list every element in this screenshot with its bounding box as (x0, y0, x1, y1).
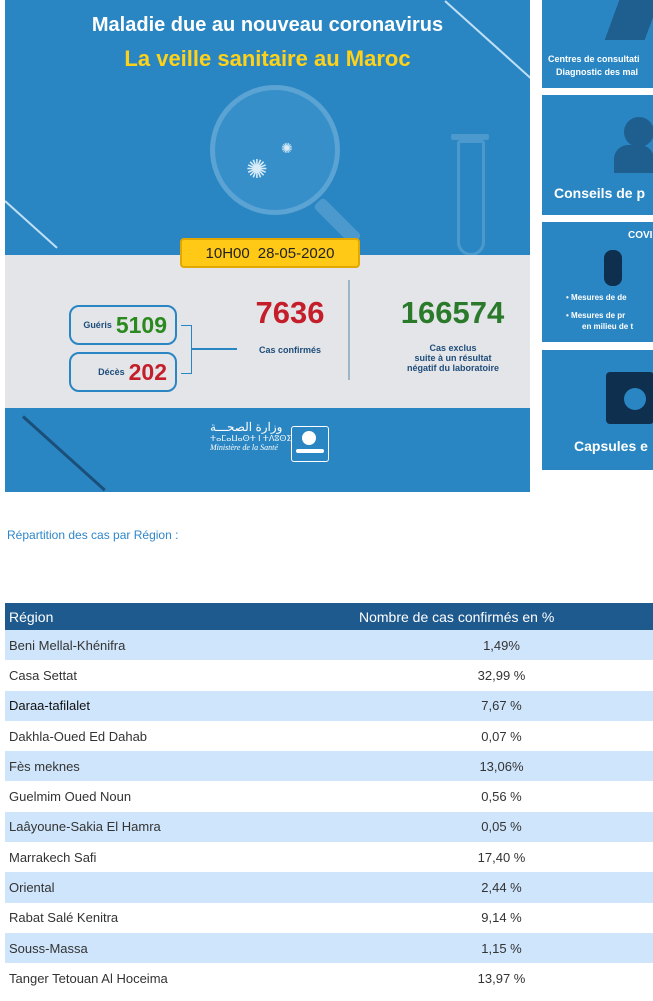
virus-small-icon: ✺ (281, 140, 293, 156)
percent-cell: 1,49% (354, 630, 653, 661)
recovered-label: Guéris (83, 320, 112, 330)
card-covid-measures[interactable]: COVI • Mesures de de • Mesures de pr en … (542, 222, 653, 342)
region-cell: Beni Mellal-Khénifra (5, 630, 354, 661)
card-consultation-centres[interactable]: Centres de consultati Diagnostic des mal (542, 0, 653, 88)
magnifier-icon (210, 85, 340, 215)
deaths-value: 202 (128, 358, 167, 385)
table-row: Tanger Tetouan Al Hoceima 13,97 % (5, 963, 653, 994)
deaths-label: Décès (98, 367, 125, 377)
logo-wave (296, 449, 324, 453)
card-line: Conseils de p (554, 185, 646, 201)
table-row: Oriental 2,44 % (5, 872, 653, 903)
ministry-french: Ministère de la Santé (210, 443, 278, 452)
region-cell: Souss-Massa (5, 932, 354, 964)
section-heading: Répartition des cas par Région : (7, 528, 179, 542)
connector-line (191, 348, 237, 350)
confirmed-value: 7636 (255, 295, 325, 330)
table-header-row: Région Nombre de cas confirmés en % (5, 603, 653, 630)
worker-icon (604, 250, 622, 286)
person-body-icon (614, 145, 653, 173)
report-time: 10H00 (205, 244, 250, 262)
percent-cell: 7,67 % (354, 690, 653, 721)
table-row: Daraa-tafilalet 7,67 % (5, 690, 653, 721)
percent-cell: 9,14 % (354, 902, 653, 933)
region-cell: Casa Settat (5, 660, 354, 691)
region-cell: Tanger Tetouan Al Hoceima (5, 963, 354, 994)
banner-subtitle: La veille sanitaire au Maroc (124, 46, 411, 71)
ministry-logo (291, 426, 329, 462)
card-line: • Mesures de de (566, 293, 627, 302)
banner-title: Maladie due au nouveau coronavirus (91, 14, 444, 36)
percent-cell: 2,44 % (354, 872, 653, 903)
column-header-region: Région (5, 603, 354, 630)
region-cell: Fès meknes (5, 751, 354, 782)
covid-infographic-banner: Maladie due au nouveau coronavirus La ve… (5, 0, 530, 492)
bracket-connector (181, 325, 192, 374)
card-line: Diagnostic des mal (556, 67, 639, 77)
region-cell: Daraa-tafilalet (5, 690, 354, 721)
ministry-arabic: وزارة الصحـــة (210, 420, 283, 434)
recovered-box: Guéris 5109 (69, 305, 177, 345)
excluded-label: Cas exclus suite à un résultat négatif d… (353, 343, 530, 373)
ministry-tifinagh: ⵜⴰⵎⴰⵡⴰⵙⵜ ⵏ ⵜⴷⵓⵙⵉ (210, 434, 292, 443)
percent-cell: 0,05 % (354, 811, 653, 843)
card-conseils[interactable]: Conseils de p (542, 95, 653, 215)
table-row: Rabat Salé Kenitra 9,14 % (5, 902, 653, 933)
table-row: Souss-Massa 1,15 % (5, 932, 653, 964)
region-cell: Guelmim Oued Noun (5, 781, 354, 812)
virus-icon: ✺ (246, 154, 268, 184)
recovered-value: 5109 (115, 311, 167, 338)
excluded-label-line: Cas exclus (429, 343, 477, 353)
percent-cell: 17,40 % (354, 842, 653, 873)
card-line: Capsules e (574, 438, 648, 454)
table-row: Casa Settat 32,99 % (5, 660, 653, 691)
card-line: • Mesures de pr (566, 311, 626, 320)
date-badge: 10H00 28-05-2020 (180, 238, 360, 268)
table-row: Dakhla-Oued Ed Dahab 0,07 % (5, 720, 653, 752)
card-title: COVI (628, 230, 653, 241)
excluded-label-line: négatif du laboratoire (406, 363, 499, 373)
play-icon (624, 388, 646, 410)
decor-line (5, 200, 58, 249)
percent-cell: 32,99 % (354, 660, 653, 691)
region-cell: Oriental (5, 872, 354, 903)
table-row: Fès meknes 13,06% (5, 751, 653, 782)
table-row: Beni Mellal-Khénifra 1,49% (5, 630, 653, 661)
card-line: en milieu de t (582, 322, 634, 331)
table-row: Laâyoune-Sakia El Hamra 0,05 % (5, 811, 653, 843)
percent-cell: 1,15 % (354, 932, 653, 964)
region-cell: Marrakech Safi (5, 842, 354, 873)
ministry-text: وزارة الصحـــة ⵜⴰⵎⴰⵡⴰⵙⵜ ⵏ ⵜⴷⵓⵙⵉ Ministèr… (210, 420, 340, 452)
table-row: Marrakech Safi 17,40 % (5, 842, 653, 873)
region-cell: Rabat Salé Kenitra (5, 902, 354, 933)
percent-cell: 13,97 % (354, 963, 653, 994)
map-icon (604, 0, 653, 40)
card-capsules[interactable]: Capsules e (542, 350, 653, 470)
percent-cell: 0,07 % (354, 720, 653, 752)
decor-line (21, 415, 106, 492)
regions-table: Région Nombre de cas confirmés en % Beni… (5, 603, 653, 994)
person-head-icon (624, 117, 653, 147)
deaths-box: Décès 202 (69, 352, 177, 392)
percent-cell: 13,06% (354, 751, 653, 782)
region-cell: Laâyoune-Sakia El Hamra (5, 811, 354, 843)
confirmed-label: Cas confirmés (258, 345, 322, 355)
percent-cell: 0,56 % (354, 781, 653, 812)
region-cell: Dakhla-Oued Ed Dahab (5, 720, 354, 752)
excluded-value: 166574 (400, 295, 505, 330)
test-tube-cap (451, 134, 489, 140)
test-tube-icon (457, 140, 485, 256)
column-header-percent: Nombre de cas confirmés en % (354, 603, 653, 630)
table-row: Guelmim Oued Noun 0,56 % (5, 781, 653, 812)
card-line: Centres de consultati (548, 54, 640, 64)
logo-circle (302, 431, 316, 445)
divider (348, 280, 350, 380)
report-date: 28-05-2020 (257, 244, 335, 262)
excluded-label-line: suite à un résultat (414, 353, 492, 363)
